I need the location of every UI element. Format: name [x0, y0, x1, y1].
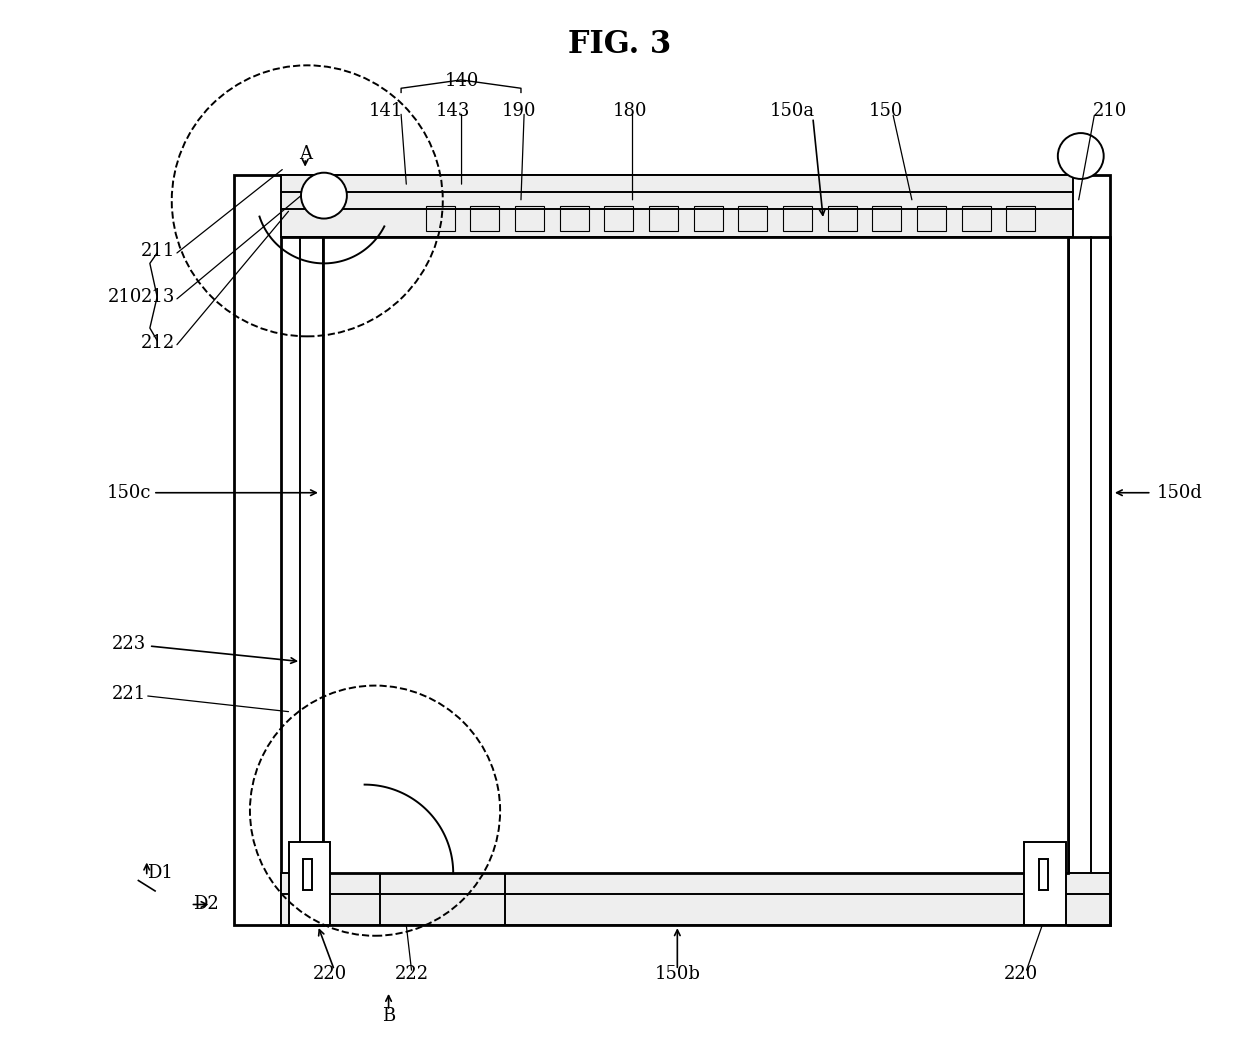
Bar — [827, 206, 857, 231]
Text: A: A — [299, 145, 311, 162]
Bar — [281, 873, 1110, 925]
Bar — [470, 206, 500, 231]
Text: D1: D1 — [146, 865, 172, 882]
Text: 150b: 150b — [655, 965, 701, 983]
Text: 220: 220 — [312, 965, 347, 983]
Bar — [1068, 237, 1110, 925]
Text: 150c: 150c — [107, 484, 151, 502]
Bar — [962, 206, 991, 231]
Text: 190: 190 — [502, 103, 536, 121]
Text: 143: 143 — [436, 103, 470, 121]
Text: 210: 210 — [1092, 103, 1127, 121]
Text: 222: 222 — [394, 965, 429, 983]
Bar — [782, 206, 812, 231]
Bar — [738, 206, 768, 231]
Bar — [872, 206, 901, 231]
Bar — [281, 237, 322, 925]
Bar — [425, 206, 455, 231]
Text: B: B — [382, 1007, 396, 1025]
Text: 221: 221 — [112, 685, 145, 703]
Text: D2: D2 — [192, 895, 218, 914]
Text: 213: 213 — [140, 288, 175, 306]
Bar — [281, 175, 1074, 237]
Circle shape — [301, 173, 347, 219]
Text: 150: 150 — [869, 103, 903, 121]
Bar — [289, 842, 330, 925]
Text: 150d: 150d — [1157, 484, 1203, 502]
Bar — [916, 206, 946, 231]
Text: 140: 140 — [444, 72, 479, 90]
Bar — [559, 206, 589, 231]
Text: FIG. 3: FIG. 3 — [568, 29, 672, 60]
Text: 180: 180 — [613, 103, 647, 121]
Text: 210: 210 — [108, 288, 143, 306]
Text: 220: 220 — [1004, 965, 1038, 983]
Bar — [604, 206, 634, 231]
Text: 223: 223 — [112, 635, 145, 653]
Bar — [515, 206, 544, 231]
Text: 150a: 150a — [770, 103, 815, 121]
Bar — [1007, 206, 1035, 231]
Bar — [1039, 859, 1049, 891]
Circle shape — [1058, 133, 1104, 179]
Text: 211: 211 — [140, 242, 175, 260]
Bar — [1024, 842, 1066, 925]
Bar — [234, 175, 1110, 925]
Bar — [693, 206, 723, 231]
Text: 212: 212 — [140, 333, 175, 352]
Bar — [649, 206, 678, 231]
Bar — [322, 237, 1068, 873]
Bar — [303, 859, 312, 891]
Text: 141: 141 — [368, 103, 403, 121]
